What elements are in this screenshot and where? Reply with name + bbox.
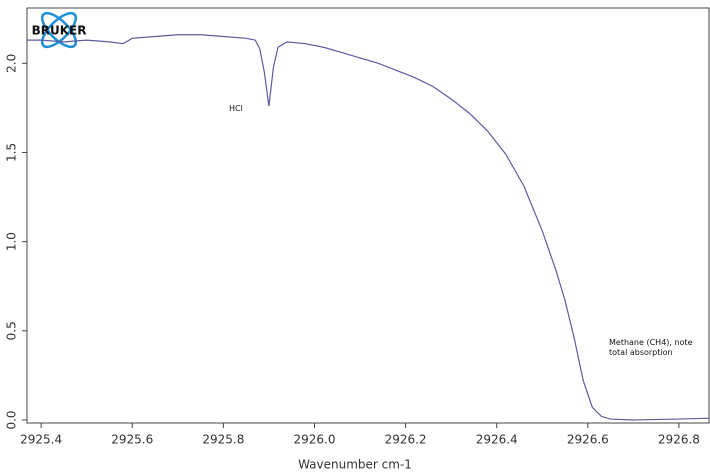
y-tick-label: 1.0 [5, 232, 19, 251]
x-axis-label: Wavenumber cm-1 [298, 458, 412, 472]
annotation: Methane (CH4), note total absorption [609, 338, 693, 357]
y-tick-label: 0.5 [5, 321, 19, 340]
y-tick-label: 2.0 [5, 54, 19, 73]
x-tick-label: 2926.2 [385, 433, 427, 447]
plot-frame [26, 7, 710, 424]
y-tick-label: 0.0 [5, 410, 19, 429]
x-tick-label: 2926.0 [293, 433, 335, 447]
spectrum-line [27, 34, 710, 421]
x-tick-label: 2926.8 [658, 433, 700, 447]
logo-icon [40, 11, 78, 49]
logo-text: BRUKER [32, 24, 87, 38]
x-tick-label: 2926.4 [476, 433, 518, 447]
annotation: HCl [229, 104, 243, 113]
y-tick-label: 1.5 [5, 143, 19, 162]
x-tick-label: 2925.8 [202, 433, 244, 447]
x-tick-label: 2925.6 [111, 433, 153, 447]
x-tick-label: 2926.6 [567, 433, 609, 447]
x-tick-label: 2925.4 [20, 433, 62, 447]
